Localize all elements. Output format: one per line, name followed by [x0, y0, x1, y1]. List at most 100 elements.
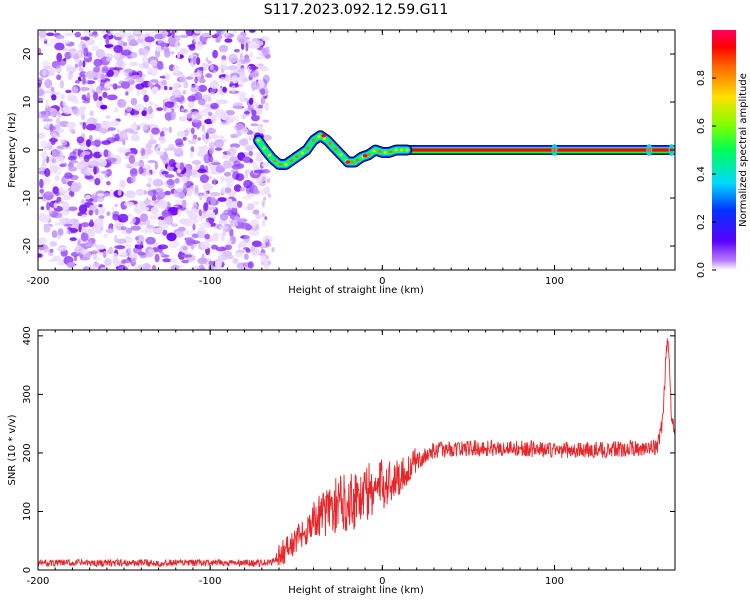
noise-blob — [100, 83, 105, 88]
noise-blob — [256, 152, 262, 162]
noise-blob — [180, 218, 191, 222]
noise-blob — [55, 117, 61, 125]
figure-title: S117.2023.092.12.59.G11 — [264, 2, 449, 18]
noise-blob — [180, 162, 184, 171]
ridge-core — [378, 150, 382, 153]
noise-blob — [249, 72, 259, 78]
noise-blob — [116, 129, 120, 134]
noise-blob — [98, 215, 105, 220]
noise-blob — [120, 251, 128, 256]
noise-blob — [209, 91, 215, 96]
noise-blob — [203, 202, 209, 212]
noise-blob — [190, 84, 200, 93]
noise-blob — [38, 47, 42, 56]
noise-blob — [153, 242, 159, 247]
noise-blob — [205, 73, 213, 78]
ridge-peak — [321, 134, 326, 138]
noise-blob — [148, 189, 159, 197]
noise-blob — [268, 193, 271, 198]
noise-blob — [181, 108, 185, 112]
noise-blob — [214, 139, 224, 148]
noise-blob — [113, 67, 123, 71]
noise-blob — [217, 219, 224, 225]
noise-blob — [230, 85, 236, 93]
noise-blob — [96, 100, 102, 108]
spectrogram-y-tick-label: 10 — [22, 96, 33, 109]
noise-blob — [179, 75, 187, 83]
noise-blob — [221, 55, 227, 61]
noise-blob — [184, 230, 190, 235]
noise-blob — [202, 64, 211, 68]
colorbar-tick-label: 0.4 — [696, 166, 707, 182]
noise-blob — [251, 109, 257, 116]
noise-blob — [141, 89, 148, 96]
noise-blob — [80, 36, 84, 41]
noise-blob — [100, 79, 107, 83]
noise-blob — [244, 62, 249, 67]
ridge-core — [311, 139, 316, 142]
ridge-core — [306, 146, 310, 150]
noise-blob — [169, 86, 173, 91]
noise-blob — [114, 203, 118, 208]
noise-blob — [232, 102, 243, 109]
noise-blob — [88, 209, 94, 216]
noise-blob — [262, 119, 269, 123]
noise-blob — [191, 160, 202, 165]
noise-blob — [73, 255, 78, 262]
ridge-core — [317, 135, 321, 139]
noise-blob — [92, 204, 98, 209]
noise-blob — [92, 262, 101, 268]
noise-blob — [44, 78, 53, 89]
noise-blob — [125, 190, 136, 199]
ridge-core — [350, 160, 354, 164]
noise-blob — [105, 56, 113, 62]
noise-blob — [192, 223, 196, 231]
noise-blob — [233, 184, 242, 192]
noise-blob — [157, 144, 162, 149]
noise-blob — [97, 251, 105, 255]
noise-blob — [204, 137, 209, 145]
noise-blob — [206, 128, 217, 134]
noise-blob — [79, 256, 90, 261]
noise-blob — [224, 187, 232, 193]
noise-blob — [164, 174, 175, 178]
noise-blob — [130, 175, 136, 184]
noise-blob — [201, 133, 206, 141]
noise-blob — [174, 231, 185, 238]
frequency-ridge — [253, 130, 675, 170]
noise-blob — [41, 162, 47, 169]
noise-blob — [237, 200, 243, 208]
noise-blob — [245, 248, 251, 253]
ridge-core — [355, 158, 360, 162]
noise-blob — [164, 190, 172, 196]
noise-blob — [152, 178, 164, 187]
noise-blob — [86, 139, 91, 148]
noise-blob — [96, 197, 105, 202]
noise-blob — [130, 216, 136, 224]
noise-blob — [176, 187, 184, 193]
noise-blob — [114, 51, 121, 58]
noise-blob — [261, 213, 265, 218]
noise-blob — [48, 208, 53, 214]
noise-blob — [128, 32, 132, 36]
noise-blob — [248, 229, 260, 237]
noise-blob — [136, 88, 140, 97]
spectrogram-x-tick-label: 0 — [379, 276, 385, 287]
noise-blob — [128, 154, 136, 164]
noise-blob — [63, 32, 75, 37]
noise-blob — [261, 36, 270, 42]
noise-blob — [157, 199, 168, 209]
noise-blob — [149, 59, 158, 67]
noise-blob — [222, 250, 233, 257]
noise-blob — [258, 252, 267, 256]
noise-blob — [111, 206, 115, 211]
noise-blob — [43, 65, 52, 70]
noise-blob — [82, 75, 86, 85]
noise-blob — [189, 208, 199, 215]
noise-blob — [102, 251, 107, 259]
noise-blob — [161, 79, 167, 86]
noise-blob — [82, 266, 91, 270]
noise-blob — [80, 222, 90, 228]
noise-blob — [62, 146, 74, 150]
noise-blob — [236, 218, 248, 223]
